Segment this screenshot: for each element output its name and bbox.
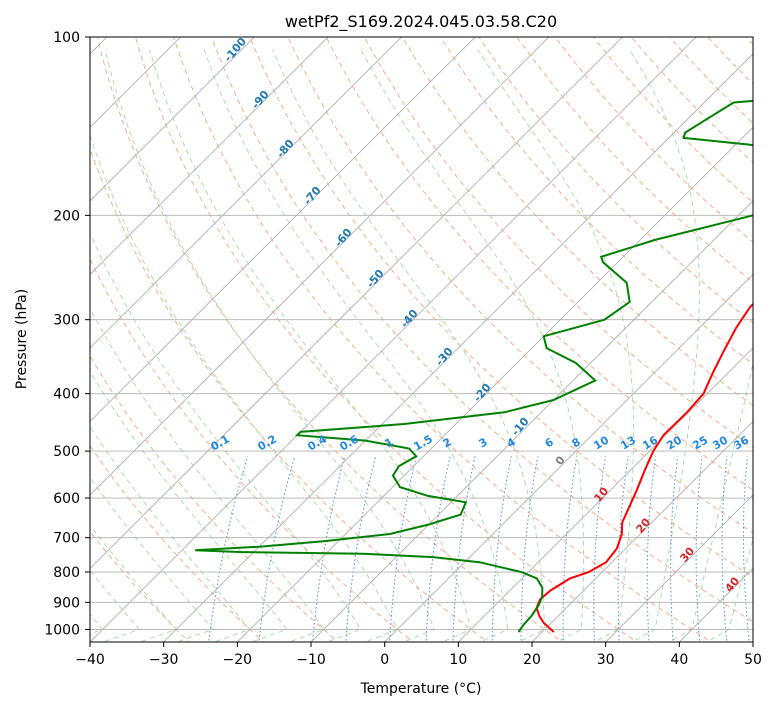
dry-adiabat-line <box>283 25 775 644</box>
dewpoint-profile-line <box>195 37 775 632</box>
dry-adiabat-label: -30 <box>433 345 456 369</box>
mixing-ratio-line <box>426 456 450 644</box>
x-tick-label: −40 <box>75 652 105 668</box>
dry-adiabat-label: 10 <box>591 484 611 504</box>
mixing-ratio-label: 20 <box>664 433 684 452</box>
dry-adiabat-line <box>396 25 775 644</box>
moist-adiabat-line <box>702 50 775 645</box>
isotherm-line <box>751 24 775 645</box>
mixing-ratio-label: 30 <box>710 433 730 452</box>
x-tick-label: −20 <box>223 652 253 668</box>
dry-adiabat-label: -10 <box>509 415 532 439</box>
dry-adiabat-line <box>358 25 775 644</box>
isotherm-line <box>14 24 636 645</box>
x-tick-label: −10 <box>296 652 326 668</box>
mixing-ratio-line <box>492 456 511 644</box>
dry-adiabat-label: -60 <box>332 226 355 250</box>
dry-adiabat-line <box>735 25 775 644</box>
y-tick-label: 700 <box>53 531 80 547</box>
mixing-ratio-label: 8 <box>570 435 583 450</box>
mixing-ratio-label: 10 <box>591 433 611 452</box>
mixing-ratio-line <box>563 456 577 644</box>
x-tick-label: 0 <box>380 652 389 668</box>
y-tick-label: 300 <box>53 313 80 329</box>
moist-adiabat-line <box>68 50 398 645</box>
dry-adiabat-line <box>95 25 566 644</box>
y-tick-label: 800 <box>53 565 80 581</box>
y-axis-ticks: 100 200 300 400 500 600 700 800 900 1000 <box>44 30 90 638</box>
x-tick-label: 10 <box>449 652 467 668</box>
plot-frame <box>90 37 753 642</box>
grid-lines <box>0 24 775 645</box>
mixing-ratio-label: 0.6 <box>338 432 362 453</box>
y-tick-label: 1000 <box>44 622 80 638</box>
skew-t-chart: wetPf2_S169.2024.045.03.58.C20 -100-90-8… <box>0 0 775 708</box>
chart-title: wetPf2_S169.2024.045.03.58.C20 <box>285 12 557 32</box>
mixing-ratio-label: 36 <box>731 433 751 452</box>
mixing-ratio-label: 1 <box>383 435 396 450</box>
mixing-ratio-label: 16 <box>640 433 660 452</box>
dry-adiabat-line <box>622 25 775 644</box>
x-tick-label: 50 <box>744 652 762 668</box>
dry-adiabat-line <box>434 25 775 644</box>
temperature-profile-line <box>537 37 775 632</box>
y-tick-label: 400 <box>53 387 80 403</box>
dry-adiabat-label: -80 <box>274 137 297 161</box>
x-tick-label: 30 <box>597 652 615 668</box>
y-tick-label: 500 <box>53 444 80 460</box>
x-axis-label: Temperature (°C) <box>360 681 482 697</box>
mixing-ratio-line <box>765 456 772 644</box>
mixing-ratio-line <box>346 456 376 644</box>
y-tick-label: 200 <box>53 208 80 224</box>
moist-adiabat-line <box>7 50 323 645</box>
dry-adiabat-label: 30 <box>677 544 697 564</box>
dry-adiabat-label: -40 <box>398 307 421 331</box>
isopleth-labels: -100-90-80-70-60-50-40-30-20-10010203040… <box>209 35 752 595</box>
moist-adiabat-line <box>0 50 250 645</box>
isotherm-line <box>530 24 775 645</box>
mixing-ratio-label: 6 <box>543 435 556 450</box>
dry-adiabat-label: -20 <box>471 381 494 405</box>
dry-adiabat-line <box>660 25 775 644</box>
y-tick-label: 600 <box>53 491 80 507</box>
moist-adiabat-line <box>204 50 508 645</box>
mixing-ratio-label: 1.5 <box>412 432 435 453</box>
mixing-ratio-label: 0.1 <box>209 432 232 453</box>
mixing-ratio-label: 3 <box>477 435 490 450</box>
x-tick-label: 40 <box>670 652 688 668</box>
mixing-ratio-line <box>722 456 727 644</box>
mixing-ratio-label: 2 <box>441 435 454 450</box>
y-tick-label: 100 <box>53 30 80 46</box>
moist-adiabat-line <box>150 50 471 645</box>
mixing-ratio-label: 0.2 <box>256 432 279 453</box>
mixing-ratio-line <box>521 456 538 644</box>
dry-adiabat-label: -50 <box>364 267 387 291</box>
mixing-ratio-label: 25 <box>690 434 710 453</box>
series-lines <box>195 37 775 632</box>
y-axis-label: Pressure (hPa) <box>14 289 30 389</box>
mixing-ratio-line <box>259 456 295 644</box>
moist-adiabat-line <box>0 50 213 645</box>
dry-adiabat-label: -100 <box>221 35 249 65</box>
x-axis-ticks: −40 −30 −20 −10 0 10 20 30 40 50 <box>75 642 762 668</box>
dry-adiabat-label: 40 <box>722 574 742 594</box>
isotherm-line <box>0 24 562 645</box>
x-tick-label: 20 <box>523 652 541 668</box>
x-tick-label: −30 <box>149 652 179 668</box>
moist-adiabat-line <box>478 50 634 645</box>
mixing-ratio-line <box>453 456 475 644</box>
isotherm-line <box>88 24 710 645</box>
dry-adiabat-label: 0 <box>553 453 568 467</box>
background-reference-lines <box>0 25 775 644</box>
dry-adiabat-label: 20 <box>633 515 653 535</box>
y-tick-label: 900 <box>53 595 80 611</box>
mixing-ratio-line <box>671 456 678 644</box>
moist-adiabat-line <box>0 50 287 645</box>
dry-adiabat-label: -90 <box>249 88 272 112</box>
mixing-ratio-line <box>647 456 655 644</box>
dry-adiabat-label: -70 <box>301 184 324 208</box>
dry-adiabat-line <box>584 25 775 644</box>
